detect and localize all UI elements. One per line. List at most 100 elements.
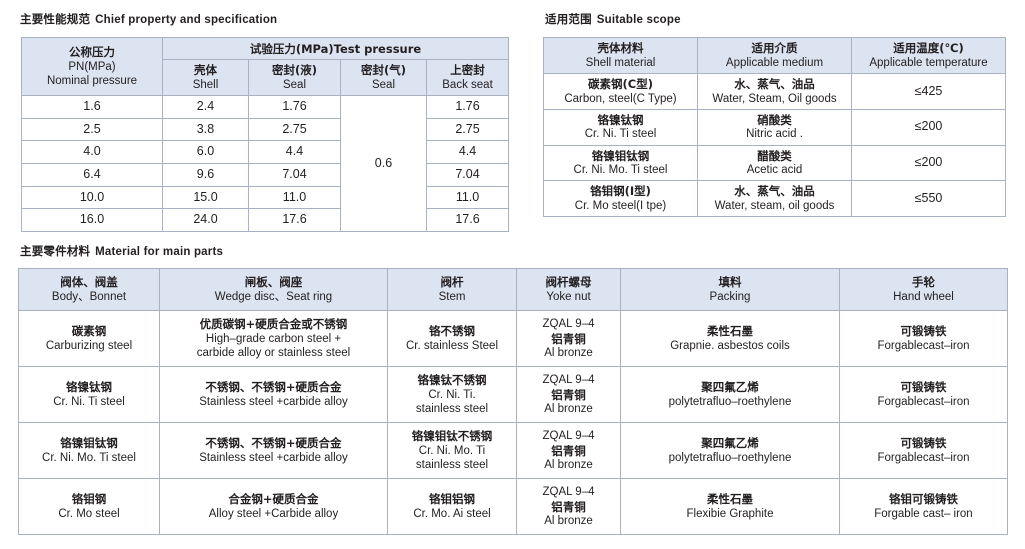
- cell-back-seat: 1.76: [425, 95, 510, 119]
- chief-property-title-cn: 主要性能规范: [20, 12, 91, 26]
- cell-back-seat: 7.04: [425, 163, 510, 187]
- cell-shell-material: 铬镍钼钛钢 Cr. Ni. Mo. Ti steel: [543, 144, 698, 182]
- cell-temperature: ≤200: [851, 144, 1006, 182]
- cell-shell: 3.8: [162, 117, 249, 142]
- spec-sheet-page: 主要性能规范 Chief property and specification: [18, 6, 1008, 536]
- header-test-pressure: 试验压力(MPa)Test pressure: [161, 37, 510, 61]
- chief-property-thead: 公称压力 PN(MPa) Nominal pressure 试验压力(MPa)T…: [21, 37, 510, 97]
- cell-hand-wheel: 可锻铸铁 Forgablecast–iron: [839, 422, 1008, 480]
- cell-body-bonnet: 铬镍钛钢 Cr. Ni. Ti steel: [18, 366, 160, 424]
- cell-stem: 铬不锈钢 Cr. stainless Steel: [387, 310, 517, 368]
- cell-temperature: ≤550: [851, 180, 1006, 218]
- cell-shell: 24.0: [162, 208, 249, 232]
- cell-seal-gas-merged: 0.6: [340, 95, 427, 232]
- cell-seal-liquid: 11.0: [248, 185, 341, 210]
- cell-shell-material: 碳素钢(C型) Carbon, steel(C Type): [543, 73, 698, 110]
- cell-body-bonnet: 铬镍钼钛钢 Cr. Ni. Mo. Ti steel: [18, 422, 160, 480]
- main-parts-tbody: 碳素钢 Carburizing steel 优质碳钢+硬质合金或不锈钢 High…: [18, 310, 1008, 536]
- cell-seal-liquid: 17.6: [248, 208, 341, 232]
- table-row: 铬镍钛钢 Cr. Ni. Ti steel 硝酸类 Nitric acid . …: [543, 108, 1006, 146]
- table-row: 碳素钢 Carburizing steel 优质碳钢+硬质合金或不锈钢 High…: [18, 310, 1008, 368]
- cell-back-seat: 17.6: [425, 208, 510, 232]
- cell-temperature: ≤200: [851, 108, 1006, 146]
- cell-pn: 16.0: [21, 208, 163, 232]
- suitable-scope-title-en: Suitable scope: [596, 14, 681, 26]
- header-body-bonnet: 阀体、阀盖 Body、Bonnet: [18, 268, 160, 312]
- table-row: 16.0 24.0 17.6 17.6: [21, 208, 510, 232]
- cell-seal-liquid: 2.75: [248, 117, 341, 142]
- cell-yoke-nut: ZQAL 9–4 铝青铜 Al bronze: [516, 366, 621, 424]
- cell-shell: 6.0: [162, 140, 249, 165]
- cell-body-bonnet: 碳素钢 Carburizing steel: [18, 310, 160, 368]
- cell-pn: 6.4: [21, 163, 163, 187]
- cell-shell: 9.6: [162, 163, 249, 187]
- cell-wedge-disc: 不锈钢、不锈钢+硬质合金 Stainless steel +carbide al…: [159, 422, 388, 480]
- table-row: 铬镍钼钛钢 Cr. Ni. Mo. Ti steel 醋酸类 Acetic ac…: [543, 144, 1006, 182]
- chief-property-title: 主要性能规范 Chief property and specification: [20, 8, 523, 28]
- cell-yoke-nut: ZQAL 9–4 铝青铜 Al bronze: [516, 478, 621, 536]
- table-header-row: 壳体材料 Shell material 适用介质 Applicable medi…: [543, 37, 1006, 75]
- suitable-scope-thead: 壳体材料 Shell material 适用介质 Applicable medi…: [543, 37, 1006, 75]
- header-packing: 填料 Packing: [620, 268, 840, 312]
- header-stem: 阀杆 Stem: [387, 268, 517, 312]
- cell-packing: 柔性石墨 Flexibie Graphite: [620, 478, 840, 536]
- cell-back-seat: 2.75: [425, 117, 510, 142]
- suitable-scope-section: 适用范围 Suitable scope 壳体材料 Shell material: [543, 6, 1006, 218]
- main-parts-thead: 阀体、阀盖 Body、Bonnet 闸板、阀座 Wedge disc、Seat …: [18, 268, 1008, 312]
- table-header-row: 阀体、阀盖 Body、Bonnet 闸板、阀座 Wedge disc、Seat …: [18, 268, 1008, 312]
- cell-medium: 硝酸类 Nitric acid .: [697, 108, 852, 146]
- table-row: 铬钼钢 Cr. Mo steel 合金钢+硬质合金 Alloy steel +C…: [18, 478, 1008, 536]
- cell-temperature: ≤425: [851, 73, 1006, 110]
- cell-medium: 水、蒸气、油品 Water, steam, oil goods: [697, 180, 852, 218]
- table-row: 6.4 9.6 7.04 7.04: [21, 163, 510, 187]
- cell-wedge-disc: 优质碳钢+硬质合金或不锈钢 High–grade carbon steel + …: [159, 310, 388, 368]
- header-seal-liquid: 密封(液) Seal: [248, 59, 341, 97]
- cell-wedge-disc: 合金钢+硬质合金 Alloy steel +Carbide alloy: [159, 478, 388, 536]
- table-row: 铬镍钼钛钢 Cr. Ni. Mo. Ti steel 不锈钢、不锈钢+硬质合金 …: [18, 422, 1008, 480]
- cell-medium: 水、蒸气、油品 Water, Steam, Oil goods: [697, 73, 852, 110]
- cell-seal-liquid: 1.76: [248, 95, 341, 119]
- main-parts-section: 主要零件材料 Material for main parts 阀体、阀盖 Bod…: [18, 240, 1008, 536]
- cell-medium: 醋酸类 Acetic acid: [697, 144, 852, 182]
- table-row: 铬镍钛钢 Cr. Ni. Ti steel 不锈钢、不锈钢+硬质合金 Stain…: [18, 366, 1008, 424]
- header-applicable-temperature: 适用温度(℃) Applicable temperature: [851, 37, 1006, 75]
- cell-hand-wheel: 铬钼可锻铸铁 Forgable cast– iron: [839, 478, 1008, 536]
- cell-hand-wheel: 可锻铸铁 Forgablecast–iron: [839, 310, 1008, 368]
- header-back-seat: 上密封 Back seat: [425, 59, 510, 97]
- cell-yoke-nut: ZQAL 9–4 铝青铜 Al bronze: [516, 310, 621, 368]
- chief-property-tbody: 1.6 2.4 1.76 0.6 1.76 2.5 3.8 2.75 2.75 …: [21, 95, 510, 232]
- cell-pn: 10.0: [21, 185, 163, 210]
- table-header-row: 公称压力 PN(MPa) Nominal pressure 试验压力(MPa)T…: [21, 37, 510, 97]
- cell-shell-material: 铬钼钢(I型) Cr. Mo steel(I tpe): [543, 180, 698, 218]
- cell-body-bonnet: 铬钼钢 Cr. Mo steel: [18, 478, 160, 536]
- header-shell-material: 壳体材料 Shell material: [543, 37, 698, 75]
- cell-pn: 2.5: [21, 117, 163, 142]
- suitable-scope-table: 壳体材料 Shell material 适用介质 Applicable medi…: [543, 37, 1006, 218]
- cell-stem: 铬钼铝钢 Cr. Mo. Ai steel: [387, 478, 517, 536]
- suitable-scope-title-cn: 适用范围: [545, 12, 592, 26]
- cell-yoke-nut: ZQAL 9–4 铝青铜 Al bronze: [516, 422, 621, 480]
- main-parts-title-en: Material for main parts: [95, 245, 224, 258]
- cell-packing: 柔性石墨 Grapnie. asbestos coils: [620, 310, 840, 368]
- cell-pn: 4.0: [21, 140, 163, 165]
- table-row: 10.0 15.0 11.0 11.0: [21, 185, 510, 210]
- table-row: 铬钼钢(I型) Cr. Mo steel(I tpe) 水、蒸气、油品 Wate…: [543, 180, 1006, 218]
- chief-property-section: 主要性能规范 Chief property and specification: [18, 6, 523, 232]
- cell-pn: 1.6: [21, 95, 163, 119]
- header-shell: 壳体 Shell: [162, 59, 249, 97]
- suitable-scope-tbody: 碳素钢(C型) Carbon, steel(C Type) 水、蒸气、油品 Wa…: [543, 73, 1006, 218]
- cell-wedge-disc: 不锈钢、不锈钢+硬质合金 Stainless steel +carbide al…: [159, 366, 388, 424]
- cell-shell: 2.4: [162, 95, 249, 119]
- cell-stem: 铬镍钛不锈钢 Cr. Ni. Ti. stainless steel: [387, 366, 517, 424]
- header-hand-wheel: 手轮 Hand wheel: [839, 268, 1008, 312]
- table-row: 2.5 3.8 2.75 2.75: [21, 117, 510, 142]
- top-tables-row: 主要性能规范 Chief property and specification: [18, 6, 1007, 232]
- cell-back-seat: 4.4: [425, 140, 510, 165]
- table-row: 碳素钢(C型) Carbon, steel(C Type) 水、蒸气、油品 Wa…: [543, 73, 1006, 110]
- header-wedge-disc-seat-ring: 闸板、阀座 Wedge disc、Seat ring: [159, 268, 388, 312]
- main-parts-title: 主要零件材料 Material for main parts: [20, 240, 1007, 260]
- cell-hand-wheel: 可锻铸铁 Forgablecast–iron: [839, 366, 1008, 424]
- header-applicable-medium: 适用介质 Applicable medium: [697, 37, 852, 75]
- header-seal-gas: 密封(气) Seal: [340, 59, 427, 97]
- table-row: 4.0 6.0 4.4 4.4: [21, 140, 510, 165]
